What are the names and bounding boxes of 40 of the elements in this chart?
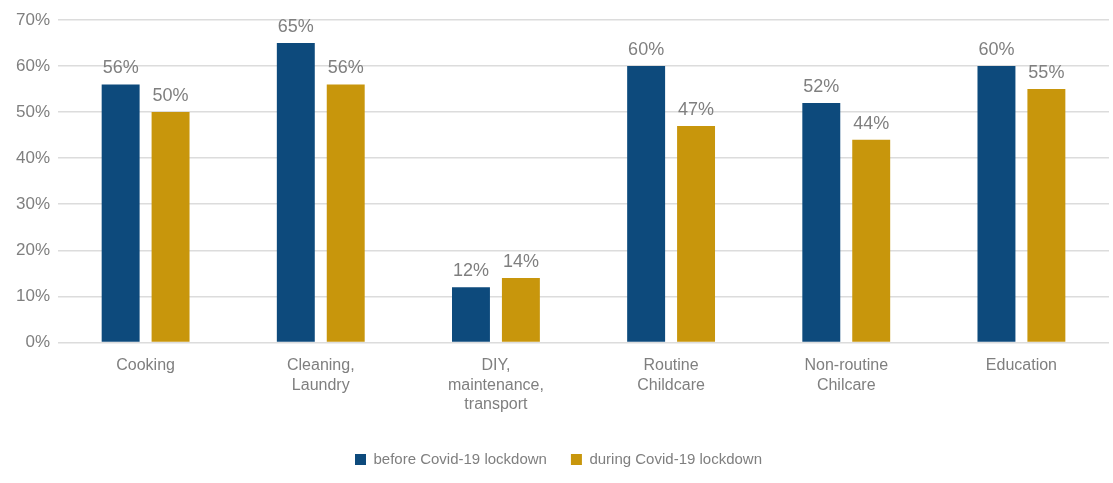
data-label: 12%: [452, 260, 489, 281]
x-tick-label: Education: [985, 356, 1057, 374]
bar: [101, 84, 140, 342]
data-label: 44%: [853, 112, 890, 133]
bar: [677, 125, 716, 342]
data-label: 56%: [327, 57, 364, 78]
x-tick-label: Cleaning, Laundry: [286, 356, 355, 393]
data-label: 52%: [803, 75, 840, 96]
data-label: 14%: [502, 250, 539, 271]
bar: [151, 112, 190, 342]
x-tick-label: Routine Childcare: [637, 356, 705, 393]
y-tick-label: 50%: [15, 101, 51, 121]
bar: [326, 84, 365, 342]
x-tick-label: Cooking: [116, 356, 175, 374]
data-label: 60%: [628, 39, 665, 60]
bar: [276, 43, 315, 342]
y-tick-label: 0%: [25, 332, 51, 352]
bar: [1027, 89, 1066, 342]
x-tick-label: DIY, maintenance, transport: [447, 356, 544, 412]
y-tick-label: 40%: [15, 147, 51, 167]
bar: [852, 139, 891, 342]
data-label: 55%: [1028, 62, 1065, 83]
data-label: 65%: [277, 16, 314, 36]
bar: [802, 102, 841, 342]
bar: [452, 287, 490, 342]
y-tick-label: 30%: [15, 193, 51, 213]
x-tick-label: Non-routine Chilcare: [804, 356, 889, 393]
bar: [977, 66, 1016, 342]
y-tick-label: 60%: [15, 55, 51, 75]
y-tick-label: 10%: [15, 286, 51, 306]
data-label: 47%: [678, 98, 715, 119]
y-tick-label: 70%: [15, 9, 51, 29]
legend-label: before Covid-19 lockdown: [373, 449, 547, 467]
y-tick-label: 20%: [15, 239, 51, 259]
data-label: 50%: [152, 85, 189, 106]
data-label: 56%: [102, 57, 139, 78]
legend-label: during Covid-19 lockdown: [589, 449, 763, 467]
bar: [627, 66, 666, 342]
data-label: 60%: [978, 39, 1015, 60]
bar: [501, 277, 540, 342]
